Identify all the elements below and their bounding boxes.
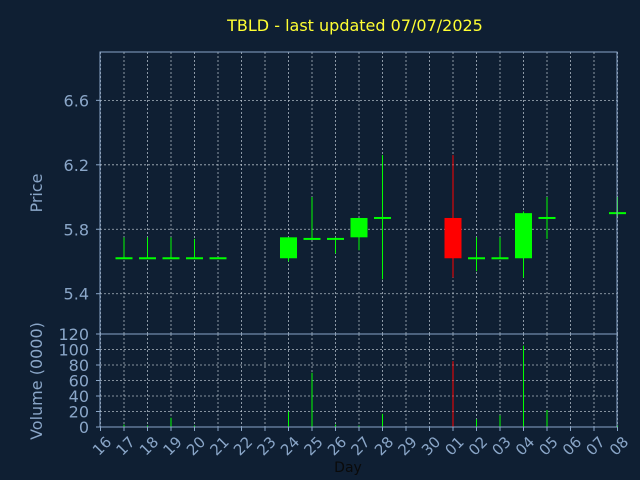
day-tick-label: 21 (207, 433, 233, 459)
candle-body (350, 217, 368, 238)
price-axis-label: Price (27, 173, 46, 212)
day-tick-label: 22 (230, 433, 256, 459)
candle-body (515, 213, 532, 259)
day-tick-label: 06 (559, 433, 585, 459)
candle-body (468, 257, 485, 260)
day-tick-label: 17 (113, 433, 139, 459)
plot-frames (96, 51, 618, 431)
day-tick-label: 01 (442, 433, 468, 459)
volume-axis-label: Volume (0000) (27, 322, 46, 440)
candle-body (209, 257, 227, 260)
x-axis-label: Day (334, 460, 362, 476)
candle-body (444, 217, 462, 259)
volume-tick-label: 80 (69, 356, 89, 375)
candle-body (162, 257, 180, 260)
day-tick-label: 27 (348, 433, 374, 459)
price-tick-label: 5.4 (64, 285, 89, 304)
day-tick-label: 07 (583, 433, 609, 459)
candle-body (139, 257, 156, 260)
volume-tick-label: 100 (58, 341, 89, 360)
candle-body (491, 257, 509, 260)
candle-body (186, 257, 203, 260)
price-tick-label: 5.8 (64, 220, 89, 239)
price-tick-label: 6.6 (64, 91, 89, 110)
day-tick-label: 24 (277, 433, 303, 459)
candle-body (280, 237, 297, 259)
volume-tick-label: 0 (79, 418, 89, 437)
price-tick-label: 6.2 (64, 156, 89, 175)
chart-title: TBLD - last updated 07/07/2025 (226, 16, 483, 35)
day-tick-label: 18 (136, 433, 162, 459)
volume-tick-label: 60 (69, 372, 89, 391)
day-tick-label: 23 (254, 433, 280, 459)
day-tick-label: 08 (606, 433, 632, 459)
candle-body (115, 257, 133, 260)
day-tick-label: 19 (160, 433, 186, 459)
chart-marks (115, 155, 626, 427)
tick-labels: 5.45.86.26.60204060801001201617181920212… (58, 91, 632, 459)
day-tick-label: 28 (371, 433, 397, 459)
day-tick-label: 04 (512, 433, 538, 459)
day-tick-label: 26 (324, 433, 350, 459)
volume-tick-label: 40 (69, 387, 89, 406)
candle-body (303, 237, 321, 240)
volume-tick-label: 20 (69, 403, 89, 422)
day-tick-label: 20 (183, 433, 209, 459)
day-tick-label: 29 (395, 433, 421, 459)
day-tick-label: 03 (489, 433, 515, 459)
day-tick-label: 25 (301, 433, 327, 459)
day-tick-label: 16 (89, 433, 115, 459)
day-tick-label: 02 (465, 433, 491, 459)
candle-body (538, 216, 556, 219)
candle-body (374, 216, 391, 219)
day-tick-label: 30 (418, 433, 444, 459)
price-panel-frame (99, 51, 618, 335)
volume-tick-label: 120 (58, 325, 89, 344)
day-tick-label: 05 (536, 433, 562, 459)
candle-body (327, 237, 344, 240)
